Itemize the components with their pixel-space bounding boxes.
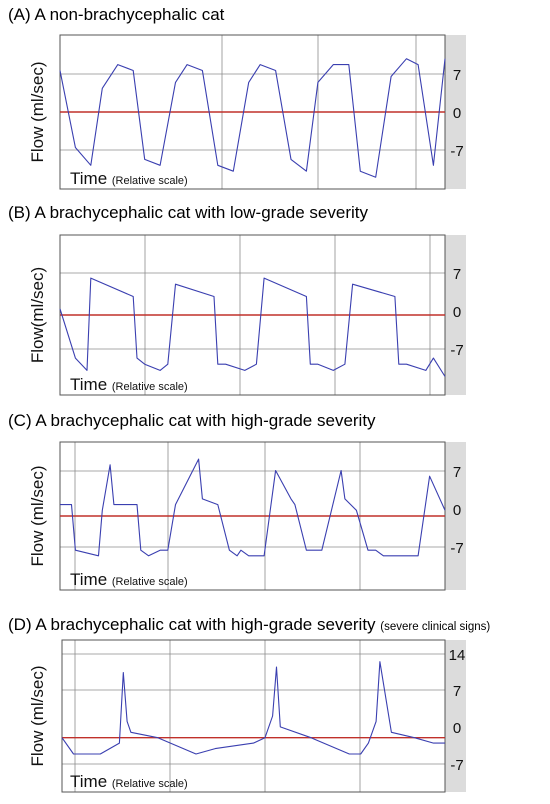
panel-a-ytick-label: 0: [453, 105, 461, 122]
panel-b-side-strip: [445, 235, 466, 395]
panel-d-ytick-label: 14: [449, 647, 466, 664]
panel-d-ytick-label: 0: [453, 720, 461, 737]
panel-b-ytick-label: -7: [450, 342, 463, 359]
panel-d-y-axis-label: Flow (ml/sec): [28, 665, 47, 766]
panel-c-title: (C) A brachycephalic cat with high-grade…: [8, 411, 376, 431]
panel-c-x-axis-label-main: Time: [70, 570, 112, 589]
panel-d-title-sub: (severe clinical signs): [380, 621, 491, 633]
panel-c-x-axis-label-sub: (Relative scale): [112, 576, 188, 588]
panel-b-y-axis-label: Flow(ml/sec): [28, 267, 47, 363]
panel-a-ytick-label: 7: [453, 67, 461, 84]
panel-c-y-axis-label: Flow (ml/sec): [28, 465, 47, 566]
panel-a-side-strip: [445, 35, 466, 189]
panel-b-x-axis-label-sub: (Relative scale): [112, 381, 188, 393]
panel-c-title-main: (C) A brachycephalic cat with high-grade…: [8, 411, 376, 430]
panel-c-x-axis-label: Time (Relative scale): [70, 570, 188, 589]
panel-d-title: (D) A brachycephalic cat with high-grade…: [8, 615, 490, 635]
panel-b-ytick-label: 0: [453, 304, 461, 321]
panel-c-ytick-label: 0: [453, 502, 461, 519]
panel-a-title-main: (A) A non-brachycephalic cat: [8, 5, 225, 24]
panel-b-chart: 7 0 -7 Flow(ml/sec) Time (Relative scale): [28, 234, 466, 396]
panel-c-side-strip: [445, 442, 466, 590]
panel-d-x-axis-label-sub: (Relative scale): [112, 778, 188, 790]
panel-b-flow-line: [59, 277, 446, 377]
panel-d-x-axis-label: Time (Relative scale): [70, 772, 188, 791]
panel-a-x-axis-label-main: Time: [70, 169, 112, 188]
panel-b-ytick-label: 7: [453, 266, 461, 283]
panel-a-title: (A) A non-brachycephalic cat: [8, 5, 224, 25]
panel-b-title: (B) A brachycephalic cat with low-grade …: [8, 203, 368, 223]
panel-d-side-strip: [445, 640, 466, 792]
panel-a-x-axis-label: Time (Relative scale): [70, 169, 188, 188]
panel-d-ytick-label: 7: [453, 683, 461, 700]
panel-b-x-axis-label: Time (Relative scale): [70, 375, 188, 394]
panel-c-chart: 7 0 -7 Flow (ml/sec) Time (Relative scale): [28, 441, 466, 591]
panel-a-ytick-label: -7: [450, 143, 463, 160]
panel-a-chart: 7 0 -7 Flow (ml/sec) Time (Relative scale): [28, 34, 466, 190]
panel-b-title-main: (B) A brachycephalic cat with low-grade …: [8, 203, 368, 222]
panel-d-ytick-label: -7: [450, 757, 463, 774]
panel-d-title-main: (D) A brachycephalic cat with high-grade…: [8, 615, 376, 634]
panel-d-chart: 14 7 0 -7 Flow (ml/sec) Time (Relative scale): [28, 639, 466, 793]
panel-c-ytick-label: 7: [453, 464, 461, 481]
panel-a-y-axis-label: Flow (ml/sec): [28, 61, 47, 162]
panel-a-flow-line: [59, 58, 446, 178]
panel-c-ytick-label: -7: [450, 540, 463, 557]
panel-d-flow-line: [61, 661, 445, 755]
panel-c-flow-line: [60, 458, 446, 557]
panel-d-frame: [61, 639, 446, 793]
panel-a-x-axis-label-sub: (Relative scale): [112, 175, 188, 187]
panel-b-x-axis-label-main: Time: [70, 375, 112, 394]
panel-d-x-axis-label-main: Time: [70, 772, 112, 791]
